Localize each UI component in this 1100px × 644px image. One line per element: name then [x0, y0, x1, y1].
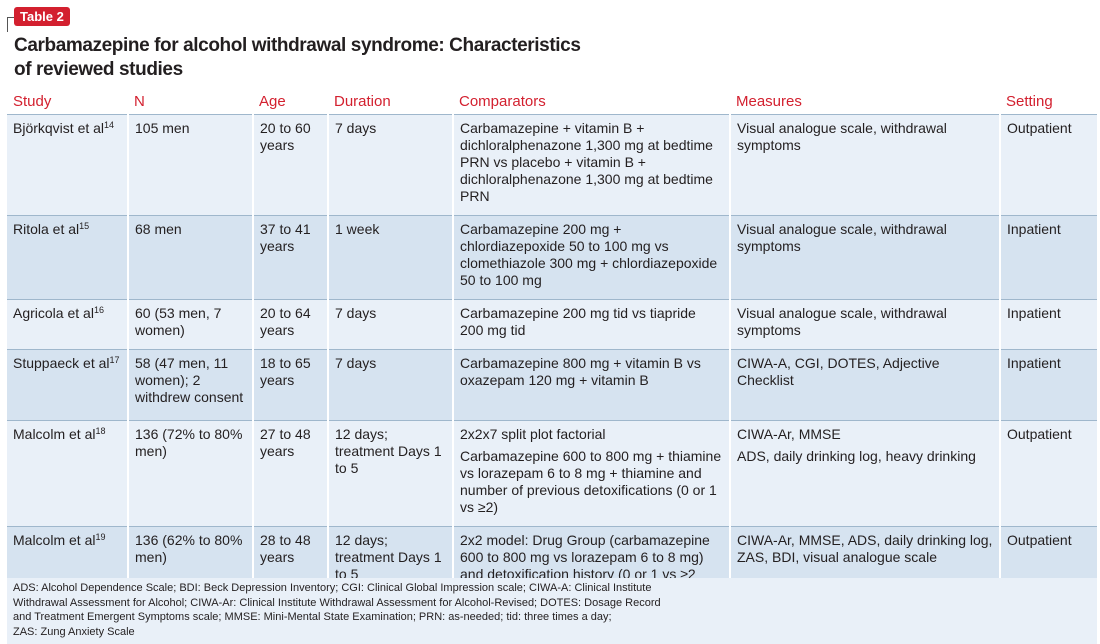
- reference: 15: [79, 221, 90, 231]
- reference: 16: [93, 305, 104, 315]
- table-cell: 7 days: [327, 299, 453, 350]
- table-body: Björkqvist et al14 105 men 20 to 60 years 7…: [7, 114, 1097, 617]
- column-header: Measures: [730, 88, 1000, 115]
- table-cell: 7 days: [327, 349, 453, 421]
- table-cell: 18 to 65 years: [252, 349, 328, 421]
- table-row: Malcolm et al19 136 (62% to 80% men) 28 to…: [7, 526, 1097, 617]
- table-cell: Inpatient: [999, 349, 1097, 421]
- table-cell: CIWA-A, CGI, DOTES, Adjective Checklist: [729, 349, 1000, 421]
- footnote-line: ZAS: Zung Anxiety Scale: [13, 625, 135, 638]
- title: Carbamazepine for alcohol withdrawal syn…: [14, 34, 581, 82]
- cell-paragraph: Carbamazepine + vitamin B + dichloralphe…: [460, 120, 713, 204]
- cell-paragraph: CIWA-Ar, MMSE, ADS, daily drinking log, …: [737, 532, 993, 565]
- table-cell: 20 to 60 years: [252, 114, 328, 216]
- table-label: Table 2: [14, 7, 70, 26]
- study-name: Malcolm et al: [13, 426, 96, 442]
- table-cell: Carbamazepine 200 mg + chlordiazepoxide …: [452, 215, 730, 300]
- table-cell: 7 days: [327, 114, 453, 216]
- table-cell: Inpatient: [999, 215, 1097, 300]
- table-cell: 60 (53 men, 7 women): [127, 299, 253, 350]
- cell-paragraph: CIWA-Ar, MMSE: [737, 426, 841, 442]
- table-cell: 12 days; treatment Days 1 to 5: [327, 420, 453, 527]
- reference: 19: [95, 532, 106, 542]
- table-cell: Visual analogue scale, withdrawal sympto…: [729, 114, 1000, 216]
- column-header: N: [128, 88, 253, 115]
- table-cell: Stuppaeck et al17: [7, 349, 128, 421]
- table-cell: Visual analogue scale, withdrawal sympto…: [729, 299, 1000, 350]
- study-name: Ritola et al: [13, 221, 80, 237]
- table-cell: Carbamazepine + vitamin B + dichloralphe…: [452, 114, 730, 216]
- cell-paragraph: Carbamazepine 600 to 800 mg + thiamine v…: [460, 448, 722, 515]
- footnote-line: ADS: Alcohol Dependence Scale; BDI: Beck…: [13, 582, 652, 594]
- table-cell: 136 (72% to 80% men): [127, 420, 253, 527]
- cell-paragraph: Visual analogue scale, withdrawal sympto…: [737, 305, 947, 338]
- bracket: [7, 17, 18, 32]
- table-cell: Carbamazepine 200 mg tid vs tiapride 200…: [452, 299, 730, 350]
- cell-paragraph: CIWA-A, CGI, DOTES, Adjective Checklist: [737, 355, 940, 388]
- table-cell: Outpatient: [999, 420, 1097, 527]
- table-cell: 2x2x7 split plot factorial Carbamazepine …: [452, 420, 730, 527]
- column-header: Comparators: [453, 88, 730, 115]
- table-cell: CIWA-Ar, MMSE ADS, daily drinking log, he…: [729, 420, 1000, 527]
- reference: 17: [109, 355, 120, 365]
- footnote: ADS: Alcohol Dependence Scale; BDI: Beck…: [7, 578, 1097, 644]
- column-header: Age: [253, 88, 328, 115]
- table-cell: Agricola et al16: [7, 299, 128, 350]
- table-cell: Visual analogue scale, withdrawal sympto…: [729, 215, 1000, 300]
- table-cell: 1 week: [327, 215, 453, 300]
- table-cell: 20 to 64 years: [252, 299, 328, 350]
- table-cell: Inpatient: [999, 299, 1097, 350]
- study-name: Björkqvist et al: [13, 120, 105, 136]
- reference: 18: [95, 426, 106, 436]
- table-cell: Carbamazepine 800 mg + vitamin B vs oxaz…: [452, 349, 730, 421]
- table-row: Ritola et al15 68 men 37 to 41 years 1 week…: [7, 215, 1097, 300]
- table-row: Stuppaeck et al17 58 (47 men, 11 women); …: [7, 349, 1097, 421]
- table-cell: 27 to 48 years: [252, 420, 328, 527]
- table-cell: 68 men: [127, 215, 253, 300]
- cell-paragraph: Carbamazepine 200 mg tid vs tiapride 200…: [460, 305, 696, 338]
- table-cell: Björkqvist et al14: [7, 114, 128, 216]
- cell-paragraph: 2x2x7 split plot factorial: [460, 426, 606, 442]
- cell-paragraph: ADS, daily drinking log, heavy drinking: [737, 448, 976, 464]
- cell-paragraph: Carbamazepine 200 mg + chlordiazepoxide …: [460, 221, 718, 288]
- reference: 14: [104, 120, 115, 130]
- column-header: Study: [7, 88, 128, 115]
- table-cell: Malcolm et al18: [7, 420, 128, 527]
- cell-paragraph: Carbamazepine 800 mg + vitamin B vs oxaz…: [460, 355, 701, 388]
- study-name: Agricola et al: [13, 305, 94, 321]
- table-cell: 105 men: [127, 114, 253, 216]
- title-line: of reviewed studies: [14, 59, 183, 80]
- title-line: Carbamazepine for alcohol withdrawal syn…: [14, 35, 581, 56]
- table-cell: 37 to 41 years: [252, 215, 328, 300]
- study-name: Stuppaeck et al: [13, 355, 110, 371]
- table-cell: Ritola et al15: [7, 215, 128, 300]
- column-header: Duration: [328, 88, 453, 115]
- table-row: Björkqvist et al14 105 men 20 to 60 years 7…: [7, 114, 1097, 216]
- cell-paragraph: Visual analogue scale, withdrawal sympto…: [737, 120, 947, 153]
- footnote-line: Withdrawal Assessment for Alcohol; CIWA-…: [13, 596, 661, 609]
- table-row: Malcolm et al18 136 (72% to 80% men) 27 to…: [7, 420, 1097, 527]
- footnote-line: and Treatment Emergent Symptoms scale; M…: [13, 611, 612, 623]
- column-header: Setting: [1000, 88, 1097, 115]
- table: Study N Age Duration Comparators Measures Sett…: [7, 88, 1097, 617]
- table-cell: 58 (47 men, 11 women); 2 withdrew consen…: [127, 349, 253, 421]
- table-cell: Outpatient: [999, 114, 1097, 216]
- header-row: Study N Age Duration Comparators Measures Sett…: [7, 88, 1097, 115]
- table-row: Agricola et al16 60 (53 men, 7 women) 20 t…: [7, 299, 1097, 350]
- cell-paragraph: Visual analogue scale, withdrawal sympto…: [737, 221, 947, 254]
- study-name: Malcolm et al: [13, 532, 96, 548]
